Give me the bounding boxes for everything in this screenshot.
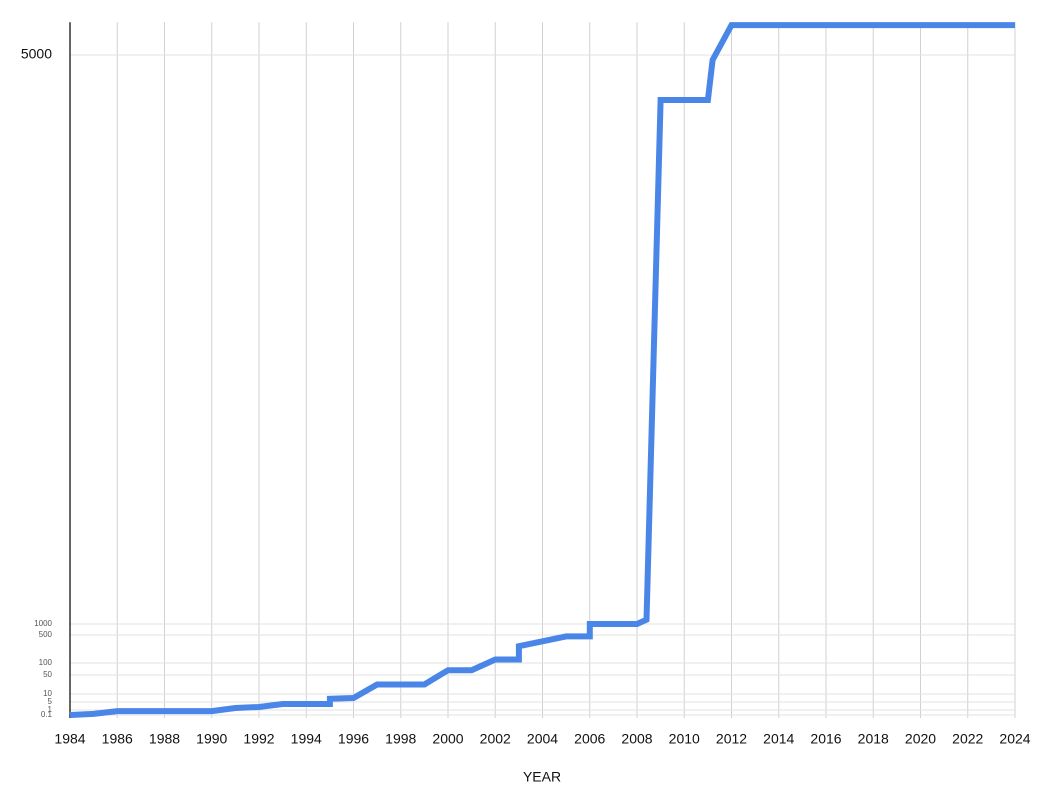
- y-tick-label: 0.1: [41, 710, 53, 719]
- x-tick-label: 1994: [291, 731, 322, 747]
- x-tick-label: 2010: [669, 731, 700, 747]
- x-tick-label: 1996: [338, 731, 369, 747]
- y-tick-label: 10: [43, 689, 52, 698]
- y-tick-label: 100: [39, 658, 53, 667]
- y-tick-label: 50: [43, 670, 52, 679]
- y-tick-label: 5: [48, 697, 53, 706]
- x-tick-label: 2018: [858, 731, 889, 747]
- y-tick-label: 1000: [34, 619, 52, 628]
- x-tick-label: 1990: [196, 731, 227, 747]
- x-tick-label: 1998: [385, 731, 416, 747]
- y-tick-label: 500: [39, 630, 53, 639]
- x-tick-label: 2016: [810, 731, 841, 747]
- x-tick-label: 2008: [621, 731, 652, 747]
- x-tick-label: 2022: [952, 731, 983, 747]
- x-tick-label: 2012: [716, 731, 747, 747]
- y-tick-label: 5000: [21, 46, 52, 62]
- x-axis-label: YEAR: [523, 769, 561, 785]
- x-tick-label: 1986: [102, 731, 133, 747]
- x-tick-label: 1988: [149, 731, 180, 747]
- x-tick-label: 2024: [999, 731, 1030, 747]
- line: [69, 22, 1015, 718]
- x-tick-label: 2014: [763, 731, 794, 747]
- x-tick-label: 2020: [905, 731, 936, 747]
- x-tick-label: 2004: [527, 731, 558, 747]
- x-tick-label: 1992: [243, 731, 274, 747]
- x-tick-label: 2000: [432, 731, 463, 747]
- x-tick-label: 1984: [54, 731, 85, 747]
- x-tick-label: 2006: [574, 731, 605, 747]
- x-tick-label: 2002: [480, 731, 511, 747]
- y-tick-label: 1: [48, 705, 53, 714]
